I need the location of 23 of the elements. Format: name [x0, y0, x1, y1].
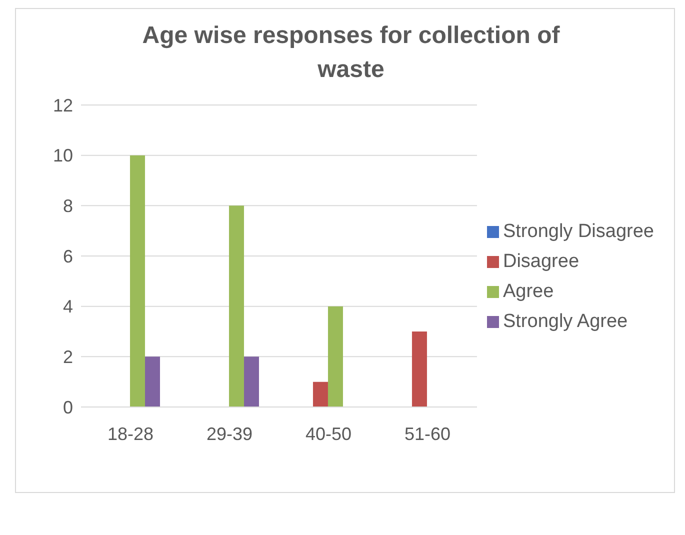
y-tick-label: 8	[62, 196, 73, 216]
x-tick-label: 18-28	[107, 424, 154, 444]
bar	[145, 356, 160, 407]
bar	[328, 306, 343, 407]
legend-label: Strongly Disagree	[502, 221, 654, 242]
y-tick-label: 10	[52, 146, 73, 166]
y-tick-label: 6	[62, 246, 73, 266]
bar	[130, 155, 145, 407]
bar	[228, 206, 244, 407]
y-tick-label: 2	[62, 347, 73, 368]
bar	[244, 356, 259, 407]
x-tick-label: 51-60	[404, 424, 450, 444]
y-tick-label: 12	[52, 95, 73, 116]
legend-label: Disagree	[502, 251, 580, 272]
x-tick-label: 29-39	[206, 424, 253, 444]
y-tick-label: 4	[62, 296, 73, 317]
legend-label: Agree	[502, 281, 554, 302]
x-tick-label: 40-50	[305, 424, 352, 444]
bar	[312, 382, 328, 407]
chart-title: Age wise responses for collection of waste	[141, 21, 561, 85]
legend-label: Strongly Agree	[502, 311, 628, 332]
bar	[412, 332, 427, 407]
y-tick-label: 0	[62, 397, 73, 418]
